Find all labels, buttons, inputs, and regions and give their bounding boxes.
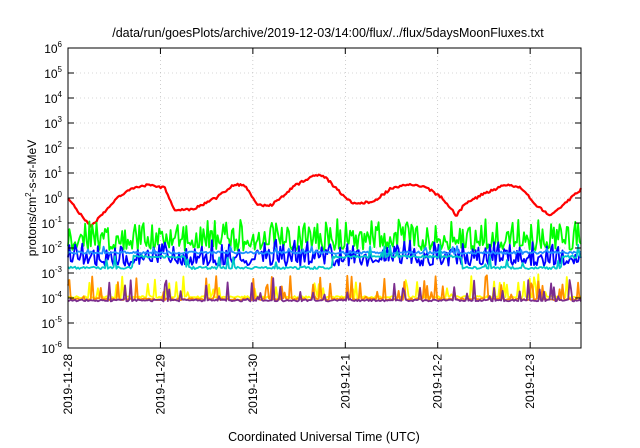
series-line-1 xyxy=(67,218,582,252)
series-line-3 xyxy=(67,245,582,255)
y-tick-label: 103 xyxy=(44,115,62,131)
y-tick-label: 100 xyxy=(44,190,62,206)
chart-title: /data/run/goesPlots/archive/2019-12-03/1… xyxy=(112,26,544,40)
y-tick-label: 104 xyxy=(44,90,62,106)
x-tick-label: 2019-11-30 xyxy=(246,354,260,415)
y-tick-label: 102 xyxy=(44,140,62,156)
y-tick-label: 10-1 xyxy=(42,215,63,231)
y-tick-label: 101 xyxy=(44,165,62,181)
y-tick-label: 10-2 xyxy=(42,240,63,256)
y-tick-label: 10-5 xyxy=(42,315,63,331)
series-line-4 xyxy=(67,243,582,271)
y-tick-label: 10-3 xyxy=(42,265,63,281)
y-tick-label: 105 xyxy=(44,65,62,81)
x-tick-label: 2019-12-3 xyxy=(523,354,537,409)
x-tick-label: 2019-11-29 xyxy=(153,354,167,415)
x-tick-label: 2019-12-1 xyxy=(338,354,352,409)
plot-lines xyxy=(67,173,583,303)
y-tick-label: 10-4 xyxy=(42,290,63,306)
x-tick-label: 2019-12-2 xyxy=(431,354,445,409)
y-tick-label: 106 xyxy=(44,40,62,56)
x-axis: 2019-11-28 2019-11-29 2019-11-30 2019-12-1 2… xyxy=(61,48,537,415)
y-axis: 10-6 10-5 10-4 10-3 10-2 10-1 100 101 102 103 104 1… xyxy=(42,40,581,356)
x-tick-label: 2019-11-28 xyxy=(61,354,75,415)
grid xyxy=(68,48,581,348)
x-axis-label: Coordinated Universal Time (UTC) xyxy=(228,430,420,444)
y-axis-label: protons/cm2-s-sr-MeV xyxy=(24,140,39,256)
series-line-0 xyxy=(67,173,583,228)
y-tick-label: 10-6 xyxy=(42,340,63,356)
series-line-7 xyxy=(67,277,582,303)
